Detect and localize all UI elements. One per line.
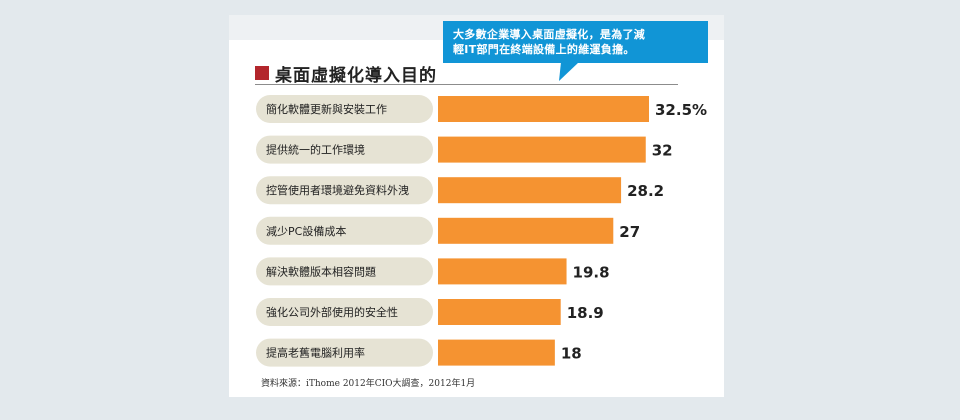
category-label-bg (256, 338, 433, 367)
value-label: 19.8 (573, 263, 610, 281)
category-label: 控管使用者環境避免資料外洩 (266, 183, 409, 197)
category-label: 提供統一的工作環境 (266, 143, 365, 157)
bar (438, 299, 561, 325)
category-label: 減少PC設備成本 (266, 224, 346, 238)
category-label-bg (256, 298, 433, 326)
callout-box: 大多數企業導入桌面虛擬化，是為了減 輕IT部門在終端設備上的維運負擔。 (443, 21, 708, 63)
category-label-bg (256, 135, 433, 164)
value-label: 18 (561, 345, 582, 363)
category-label: 強化公司外部使用的安全性 (266, 305, 398, 319)
category-label: 解決軟體版本相容問題 (266, 264, 376, 278)
callout-line-1: 大多數企業導入桌面虛擬化，是為了減 (453, 28, 646, 41)
category-label: 簡化軟體更新與安裝工作 (266, 102, 387, 116)
value-label: 18.9 (567, 304, 604, 322)
source-note: 資料來源：iThome 2012年CIO大調查，2012年1月 (261, 379, 476, 389)
bar (438, 96, 649, 122)
chart-title: 桌面虛擬化導入目的 (275, 65, 437, 86)
callout-tail (559, 62, 579, 81)
category-label-bg (256, 257, 433, 286)
callout-line-2: 輕IT部門在終端設備上的維運負擔。 (453, 43, 635, 56)
bar (438, 177, 622, 204)
category-label-bg (256, 216, 433, 245)
value-label: 32 (652, 142, 673, 160)
title-marker (255, 66, 269, 80)
category-label-bg (256, 95, 433, 123)
category-label: 提高老舊電腦利用率 (266, 346, 365, 360)
value-label: 27 (619, 223, 640, 241)
value-label: 28.2 (627, 182, 664, 200)
category-label-bg (256, 176, 433, 205)
chart-title-wrap: 桌面虛擬化導入目的 (255, 61, 437, 86)
bar (438, 258, 567, 285)
bar (438, 339, 555, 366)
bar (438, 217, 614, 244)
value-label: 32.5% (655, 101, 707, 119)
title-divider (255, 84, 678, 85)
bar (438, 136, 646, 163)
